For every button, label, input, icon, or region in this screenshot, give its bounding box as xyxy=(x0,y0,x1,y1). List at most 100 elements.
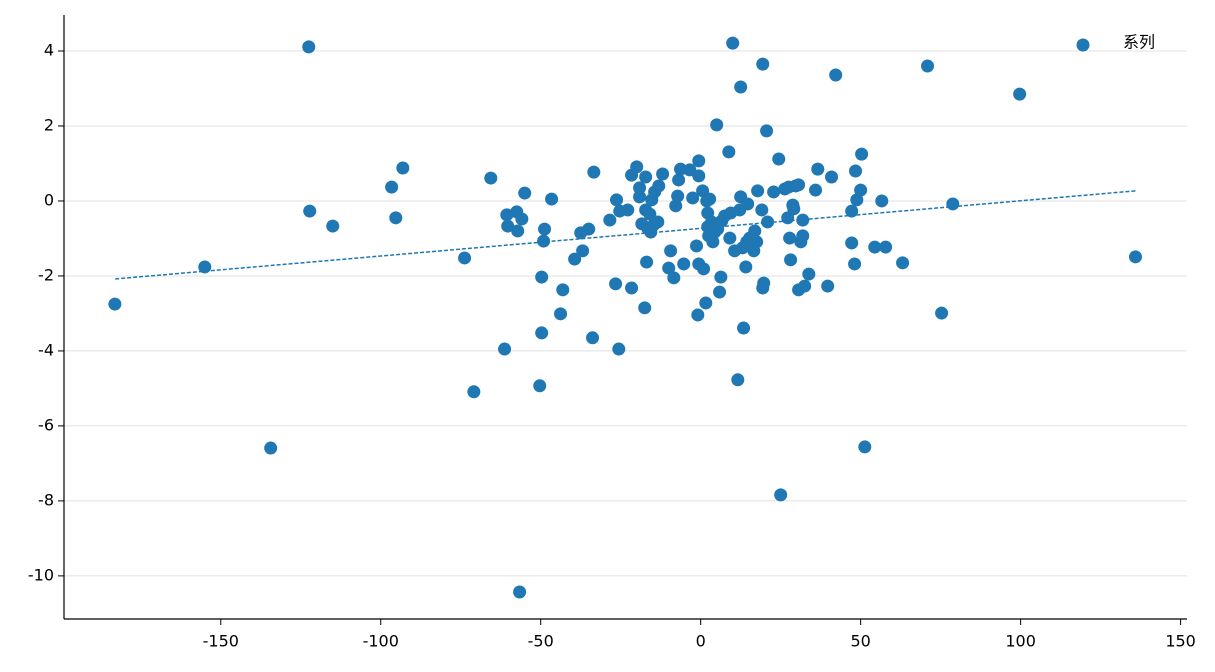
point xyxy=(515,212,529,226)
y-tick-label: 0 xyxy=(44,190,54,209)
point xyxy=(845,204,859,218)
x-tick-label: -100 xyxy=(363,632,399,651)
point xyxy=(691,308,705,322)
point xyxy=(854,183,868,197)
point xyxy=(774,488,788,502)
point xyxy=(741,197,755,211)
point xyxy=(935,306,949,320)
point xyxy=(677,257,691,271)
point xyxy=(674,162,688,176)
point xyxy=(535,270,549,284)
point xyxy=(726,36,740,50)
y-tick-label: 4 xyxy=(44,40,54,59)
x-tick-label: 150 xyxy=(1165,632,1196,651)
point xyxy=(686,191,700,205)
point xyxy=(556,283,570,297)
point xyxy=(467,385,481,399)
x-tick-label: 100 xyxy=(1005,632,1036,651)
point xyxy=(784,253,798,267)
point xyxy=(639,170,653,184)
y-tick-label: -4 xyxy=(38,340,54,359)
point xyxy=(638,301,652,315)
point xyxy=(811,162,825,176)
point xyxy=(568,252,582,266)
point xyxy=(946,197,960,211)
point xyxy=(772,152,786,166)
y-tick-label: -6 xyxy=(38,415,54,434)
point xyxy=(757,276,771,290)
point xyxy=(640,255,654,269)
point xyxy=(554,307,568,321)
point xyxy=(586,331,600,345)
point xyxy=(396,161,410,175)
point xyxy=(303,204,317,218)
point xyxy=(610,193,624,207)
x-tick-label: 0 xyxy=(696,632,706,651)
y-tick-label: -2 xyxy=(38,265,54,284)
point xyxy=(858,440,872,454)
point xyxy=(609,277,623,291)
point xyxy=(501,219,515,233)
point xyxy=(1128,250,1142,264)
point xyxy=(535,326,549,340)
point xyxy=(582,222,596,236)
y-tick-label: -8 xyxy=(38,490,54,509)
point xyxy=(848,257,862,271)
point xyxy=(783,231,797,245)
point xyxy=(656,167,670,181)
point xyxy=(821,279,835,293)
point xyxy=(662,261,676,275)
point xyxy=(868,240,882,254)
point xyxy=(603,213,617,227)
point xyxy=(513,585,527,599)
point xyxy=(664,244,678,258)
point xyxy=(690,239,704,253)
legend-marker xyxy=(1076,38,1090,52)
point xyxy=(389,211,403,225)
point xyxy=(264,441,278,455)
point xyxy=(651,215,665,229)
point xyxy=(767,185,781,199)
point xyxy=(633,190,647,204)
point xyxy=(798,279,812,293)
point xyxy=(710,118,724,132)
point xyxy=(829,68,843,82)
point xyxy=(723,231,737,245)
point xyxy=(545,192,559,206)
point xyxy=(630,160,644,174)
y-tick-label: -10 xyxy=(28,565,54,584)
y-tick-label: 2 xyxy=(44,115,54,134)
point xyxy=(697,262,711,276)
x-tick-label: -150 xyxy=(203,632,239,651)
point xyxy=(714,270,728,284)
point xyxy=(845,236,859,250)
point xyxy=(458,251,472,265)
point xyxy=(692,154,706,168)
point xyxy=(713,285,727,299)
point xyxy=(809,183,823,197)
point xyxy=(731,373,745,387)
point xyxy=(706,235,720,249)
point xyxy=(511,224,525,238)
point xyxy=(855,147,869,161)
point xyxy=(792,178,806,192)
point xyxy=(537,234,551,248)
point xyxy=(302,40,316,54)
point xyxy=(633,181,647,195)
point xyxy=(671,189,685,203)
point xyxy=(703,192,717,206)
point xyxy=(518,186,532,200)
x-tick-label: 50 xyxy=(850,632,870,651)
point xyxy=(652,179,666,193)
trendline xyxy=(115,190,1136,280)
point xyxy=(760,124,774,138)
legend-label: 系列 xyxy=(1123,33,1155,52)
point xyxy=(385,180,399,194)
point xyxy=(538,222,552,236)
point xyxy=(484,171,498,185)
point xyxy=(500,208,514,222)
point xyxy=(737,321,751,335)
point xyxy=(748,224,762,238)
point xyxy=(734,80,748,94)
point xyxy=(722,145,736,159)
